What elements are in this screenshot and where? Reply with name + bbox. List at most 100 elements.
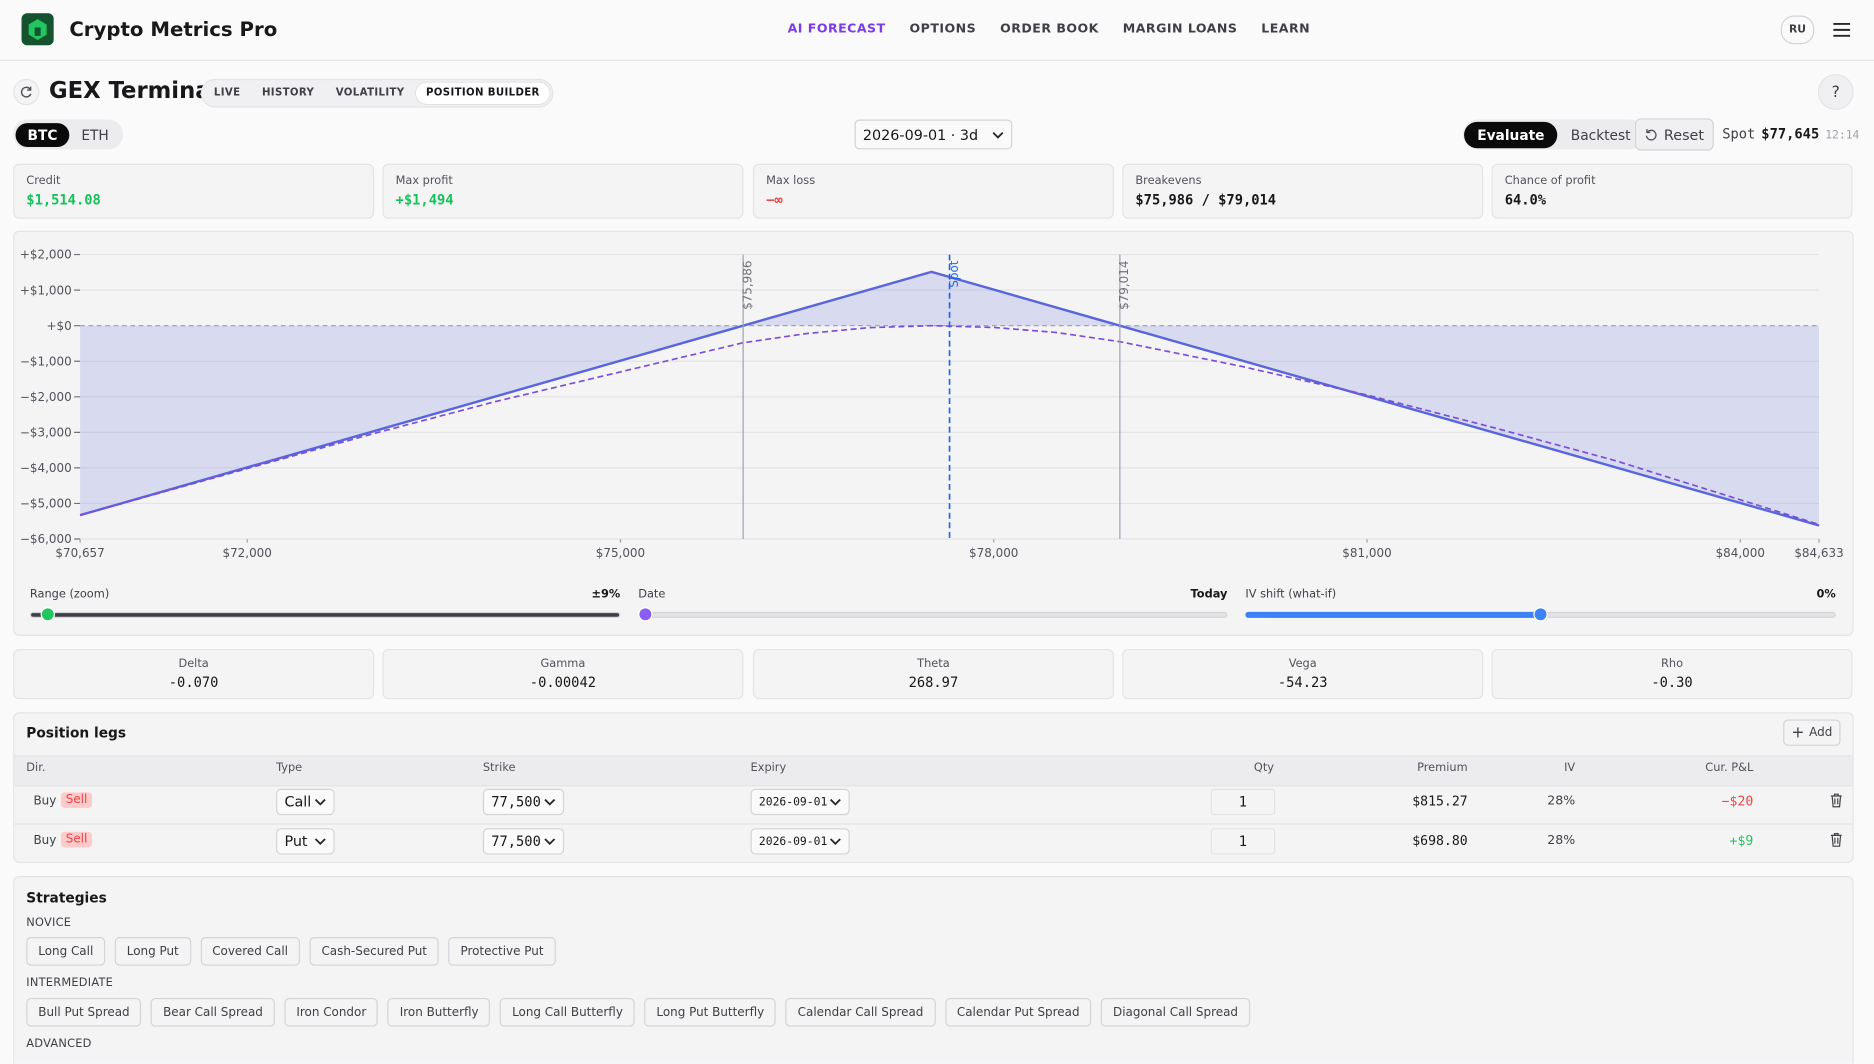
- type-select[interactable]: Put: [276, 828, 335, 855]
- strike-select[interactable]: 77,500: [482, 828, 565, 855]
- type-select[interactable]: Call: [276, 788, 335, 816]
- asset-option[interactable]: ETH: [81, 126, 109, 143]
- strategy-chip[interactable]: Long Call Butterfly: [500, 997, 635, 1027]
- strike-select[interactable]: 77,500: [482, 788, 565, 816]
- greek-value: 268.97: [908, 674, 959, 691]
- greek-card: Gamma -0.00042: [382, 648, 744, 700]
- chevron: [314, 838, 326, 845]
- logo[interactable]: [21, 13, 54, 46]
- spot-readout: Spot $77,645 12:14: [1722, 125, 1859, 142]
- slider-track[interactable]: [638, 611, 1228, 618]
- payoff-area: [80, 271, 1820, 526]
- refresh-button[interactable]: [13, 78, 40, 106]
- strategy-chip[interactable]: Long Call: [26, 936, 106, 966]
- tab[interactable]: VOLATILITY: [335, 87, 405, 100]
- tab[interactable]: HISTORY: [261, 87, 315, 100]
- strategy-chip[interactable]: Long Put Butterfly: [644, 997, 777, 1027]
- greek-name: Theta: [917, 657, 950, 671]
- sell-toggle[interactable]: Sell: [60, 831, 93, 848]
- qty-input[interactable]: 1: [1210, 788, 1276, 816]
- marker-label: $79,014: [1117, 261, 1131, 310]
- greek-value: -54.23: [1277, 674, 1328, 691]
- summary-label: Chance of profit: [1504, 174, 1596, 188]
- brand[interactable]: Crypto Metrics Pro: [69, 17, 278, 41]
- strategy-chip[interactable]: Bull Put Spread: [26, 997, 142, 1027]
- tab[interactable]: LIVE: [213, 87, 241, 100]
- menu-button[interactable]: [1832, 22, 1851, 39]
- column-header: Type: [276, 761, 303, 775]
- expiry-select[interactable]: 2026-09-01 · 3d: [854, 119, 1013, 150]
- expiry-select[interactable]: 2026-09-01: [750, 828, 850, 855]
- payoff-chart: +$2,000 +$1,000 +$0 −$1,000 −$2,000 −$3,000 −$…: [20, 248, 1844, 560]
- strategy-chip[interactable]: Protective Put: [448, 936, 556, 966]
- summary-label: Breakevens: [1135, 174, 1202, 188]
- mode-option[interactable]: Backtest: [1570, 126, 1631, 143]
- buy-toggle[interactable]: Buy: [33, 794, 57, 808]
- y-tick-label: −$4,000: [20, 461, 72, 475]
- summary-value: $75,986 / $79,014: [1135, 191, 1277, 208]
- nav-link[interactable]: LEARN: [1261, 21, 1311, 36]
- reset-label: Reset: [1663, 126, 1705, 143]
- nav-link[interactable]: MARGIN LOANS: [1122, 21, 1238, 36]
- x-tick-label: $70,657: [55, 546, 104, 560]
- slider-value: Today: [1190, 588, 1228, 602]
- top-bar: [0, 0, 1874, 61]
- x-tick-label: $78,000: [969, 546, 1018, 560]
- strategy-chip[interactable]: Long Put: [114, 936, 191, 966]
- add-leg-button[interactable]: + Add: [1783, 719, 1841, 746]
- asset-toggle: BTC ETH: [13, 119, 124, 150]
- delete-leg[interactable]: [1830, 792, 1843, 808]
- asset-option[interactable]: BTC: [15, 122, 70, 147]
- qty-input[interactable]: 1: [1210, 828, 1276, 855]
- y-tick-label: −$5,000: [20, 497, 72, 511]
- strategy-chip[interactable]: Bear Call Spread: [151, 997, 275, 1027]
- delete-leg[interactable]: [1830, 832, 1843, 848]
- greek-value: -0.070: [168, 674, 219, 691]
- y-tick-label: −$3,000: [20, 426, 72, 440]
- slider-thumb[interactable]: [638, 607, 653, 622]
- greek-card: Vega -54.23: [1122, 648, 1484, 700]
- nav-link[interactable]: OPTIONS: [909, 21, 977, 36]
- strategy-chip[interactable]: Calendar Call Spread: [785, 997, 936, 1027]
- chevron-path: [544, 798, 556, 806]
- chevron-path: [314, 798, 326, 806]
- nav-link[interactable]: ORDER BOOK: [1000, 21, 1099, 36]
- x-tick-label: $75,000: [596, 546, 645, 560]
- slider-track[interactable]: [29, 611, 621, 618]
- language-button[interactable]: RU: [1780, 15, 1815, 45]
- expiry-select[interactable]: 2026-09-01: [750, 788, 850, 816]
- summary-card: Credit $1,514.08: [13, 163, 375, 219]
- slider-fill: [1245, 611, 1541, 618]
- chevron-path: [314, 838, 326, 845]
- chart-panel: [13, 230, 1854, 636]
- chip-row: Long Call Long Put Covered Call Cash-Secure…: [26, 936, 556, 966]
- group-label: ADVANCED: [26, 1037, 92, 1051]
- strategy-chip[interactable]: Iron Condor: [284, 997, 379, 1027]
- type-select-value: Put: [284, 833, 308, 850]
- spot-label: Spot: [1722, 125, 1756, 143]
- y-tick-label: −$2,000: [20, 390, 72, 404]
- mode-option[interactable]: Evaluate: [1464, 121, 1558, 148]
- y-tick-label: +$2,000: [20, 248, 72, 262]
- buy-toggle[interactable]: Buy: [33, 834, 57, 848]
- greek-card: Theta 268.97: [752, 648, 1114, 700]
- tabs: LIVE HISTORY VOLATILITY POSITION BUILDER: [200, 78, 553, 108]
- slider-value: ±9%: [591, 588, 621, 602]
- nav-link[interactable]: AI FORECAST: [787, 21, 886, 36]
- strategy-chip[interactable]: Diagonal Call Spread: [1101, 997, 1250, 1027]
- tab[interactable]: POSITION BUILDER: [416, 82, 550, 104]
- slider-thumb[interactable]: [1533, 607, 1548, 622]
- column-header: Qty: [1253, 761, 1275, 775]
- slider-thumb[interactable]: [40, 607, 55, 622]
- reset-button[interactable]: Reset: [1634, 118, 1714, 151]
- column-header: Premium: [1417, 761, 1468, 775]
- strike-select-value: 77,500: [491, 833, 541, 850]
- strategy-chip[interactable]: Covered Call: [200, 936, 300, 966]
- help-button[interactable]: ?: [1817, 74, 1854, 110]
- strategy-chip[interactable]: Iron Butterfly: [387, 997, 491, 1027]
- strategy-chip[interactable]: Cash-Secured Put: [309, 936, 439, 966]
- nav: AI FORECAST OPTIONS ORDER BOOK MARGIN LOANS…: [788, 22, 1311, 36]
- strategy-chip[interactable]: Calendar Put Spread: [944, 997, 1092, 1027]
- sell-toggle[interactable]: Sell: [60, 792, 93, 808]
- legs-header-row: [14, 755, 1853, 787]
